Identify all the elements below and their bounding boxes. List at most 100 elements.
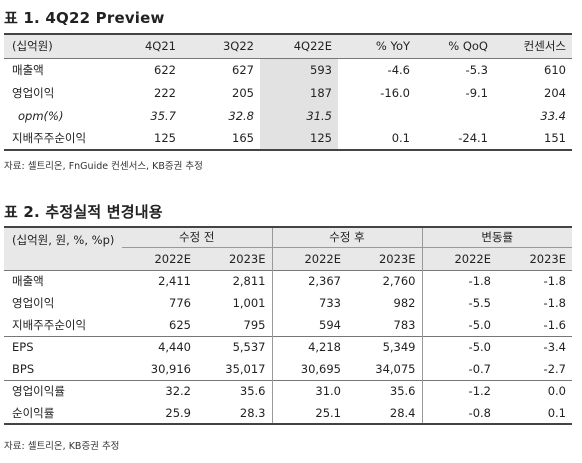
- table-cell: 204: [544, 85, 566, 100]
- table-row: 매출액 622 627 593 -4.6 -5.3 610: [4, 58, 572, 81]
- col-header-year: 2023E: [378, 251, 416, 266]
- table-cell: -2.7: [543, 361, 566, 376]
- table-row: 영업이익률 32.2 35.6 31.0 35.6 -1.2 0.0: [4, 380, 572, 402]
- table-cell: 151: [544, 131, 566, 145]
- table-cell: 2,760: [382, 274, 416, 289]
- table-cell: 205: [232, 85, 254, 100]
- row-label: BPS: [12, 361, 35, 376]
- table-cell: 31.0: [271, 380, 347, 402]
- col-header-year: 2023E: [228, 251, 266, 266]
- table-cell: 2,367: [271, 270, 347, 292]
- table2-group-header-row: (십억원, 원, %, %p) 수정 전 수정 후 변동률: [4, 227, 572, 248]
- table-cell: -1.8: [421, 270, 497, 292]
- table2-source-note: 자료: 셀트리온, KB증권 추정: [4, 441, 120, 452]
- table-row: 순이익률 25.9 28.3 25.1 28.4 -0.8 0.1: [4, 402, 572, 424]
- table-cell: 32.8: [228, 108, 254, 123]
- table2-title: 표 2. 추정실적 변경내용: [4, 203, 163, 221]
- table2-year-header-row: 2022E 2023E 2022E 2023E 2022E 2023E: [4, 247, 572, 270]
- group-header-after: 수정 후: [271, 227, 422, 248]
- table-row: 매출액 2,411 2,811 2,367 2,760 -1.8 -1.8: [4, 270, 572, 292]
- table-cell: 31.5: [260, 104, 338, 127]
- table-cell: 5,537: [232, 340, 266, 355]
- table-cell: 2,411: [158, 274, 191, 289]
- table-cell: -4.6: [387, 62, 410, 77]
- row-label: EPS: [12, 340, 34, 355]
- col-header-yoy: % YoY: [375, 39, 410, 54]
- table-cell: -1.2: [421, 380, 497, 402]
- table-cell: 32.2: [165, 384, 191, 399]
- row-label: 매출액: [12, 62, 44, 77]
- col-header-qoq: % QoQ: [448, 39, 488, 54]
- col-header-year: 2023E: [529, 251, 566, 266]
- table-cell: 1,001: [232, 296, 266, 310]
- preview-table: (십억원) 4Q21 3Q22 4Q22E % YoY % QoQ 컨센서스 매…: [4, 33, 572, 151]
- table-cell: -5.5: [421, 292, 497, 314]
- row-label: 영업이익: [12, 85, 55, 100]
- row-label: 순이익률: [12, 405, 55, 420]
- table-cell: [416, 104, 494, 127]
- table-cell: 625: [169, 317, 191, 332]
- table-cell: 35.7: [150, 108, 176, 123]
- table-cell: -5.0: [421, 336, 497, 358]
- table-cell: 622: [154, 62, 176, 77]
- table-cell: 28.4: [389, 405, 416, 420]
- table-cell: [338, 104, 416, 127]
- table-cell: -1.6: [543, 317, 566, 332]
- table-cell: 33.4: [540, 108, 566, 123]
- table-cell: 610: [544, 62, 566, 77]
- table-cell: 165: [232, 131, 254, 145]
- table-cell: -3.4: [543, 340, 566, 355]
- table1-header-row: (십억원) 4Q21 3Q22 4Q22E % YoY % QoQ 컨센서스: [4, 34, 572, 58]
- table-cell: 593: [260, 58, 338, 81]
- table-cell: 187: [260, 81, 338, 104]
- table-row: 영업이익 222 205 187 -16.0 -9.1 204: [4, 81, 572, 104]
- table-cell: 222: [154, 85, 176, 100]
- col-header-4q21: 4Q21: [144, 39, 176, 54]
- table-cell: 30,916: [150, 361, 191, 376]
- col-header-year: 2022E: [154, 251, 191, 266]
- table-cell: 733: [271, 292, 347, 314]
- table-cell: 0.1: [547, 405, 566, 420]
- row-label: opm(%): [18, 108, 64, 123]
- table-cell: -5.0: [421, 314, 497, 336]
- col-header-year: 2022E: [421, 247, 497, 270]
- table-cell: 35,017: [225, 361, 266, 376]
- table-cell: -1.8: [543, 296, 566, 310]
- table-cell: 4,440: [158, 340, 191, 355]
- table-cell: -1.8: [543, 274, 566, 289]
- table1-title: 표 1. 4Q22 Preview: [4, 9, 165, 27]
- table2-unit-header: (십억원, 원, %, %p): [12, 233, 115, 247]
- table-cell: 982: [393, 296, 416, 310]
- table-cell: 0.1: [391, 131, 410, 145]
- table-row: EPS 4,440 5,537 4,218 5,349 -5.0 -3.4: [4, 336, 572, 358]
- table-cell: 795: [243, 317, 266, 332]
- table-cell: 2,811: [232, 274, 266, 289]
- table-cell: 25.1: [271, 402, 347, 424]
- col-header-4q22e: 4Q22E: [293, 39, 332, 54]
- col-header-3q22: 3Q22: [222, 39, 254, 54]
- table-row: BPS 30,916 35,017 30,695 34,075 -0.7 -2.…: [4, 358, 572, 380]
- row-label: 매출액: [12, 274, 44, 289]
- col-header-consensus: 컨센서스: [523, 39, 566, 54]
- table-cell: 25.9: [165, 405, 191, 420]
- table-row: opm(%) 35.7 32.8 31.5 33.4: [4, 104, 572, 127]
- table-cell: 5,349: [382, 340, 416, 355]
- table-cell: 35.6: [239, 384, 266, 399]
- group-header-change: 변동률: [421, 227, 572, 248]
- table-cell: -0.7: [421, 358, 497, 380]
- table-row: 영업이익 776 1,001 733 982 -5.5 -1.8: [4, 292, 572, 314]
- table-cell: 0.0: [547, 384, 566, 399]
- table-cell: 594: [271, 314, 347, 336]
- table-cell: 125: [260, 127, 338, 150]
- col-header-year: 2022E: [271, 247, 347, 270]
- row-label: 지배주주순이익: [12, 131, 87, 145]
- table-cell: -0.8: [421, 402, 497, 424]
- table-cell: -24.1: [458, 131, 488, 145]
- table-cell: 30,695: [271, 358, 347, 380]
- group-header-before: 수정 전: [122, 227, 272, 248]
- table-cell: 4,218: [271, 336, 347, 358]
- table-cell: 28.3: [239, 405, 266, 420]
- table-cell: 783: [393, 317, 416, 332]
- table-cell: -5.3: [465, 62, 488, 77]
- row-label: 영업이익: [12, 296, 55, 310]
